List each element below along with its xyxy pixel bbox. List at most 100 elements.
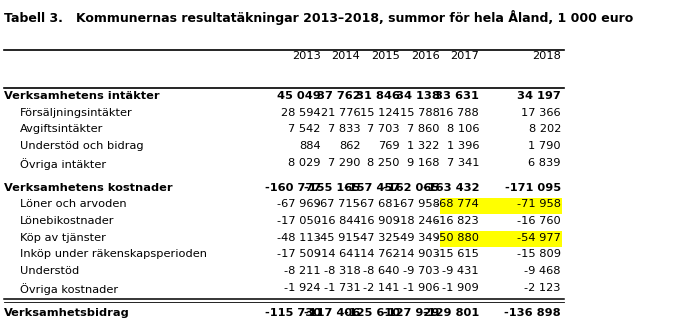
Text: -127 929: -127 929 bbox=[383, 308, 439, 318]
Text: 8 106: 8 106 bbox=[447, 124, 479, 134]
Text: -16 823: -16 823 bbox=[435, 216, 479, 226]
Text: -1 906: -1 906 bbox=[403, 283, 439, 293]
Text: 17 366: 17 366 bbox=[521, 108, 561, 118]
Text: 37 762: 37 762 bbox=[316, 91, 360, 101]
Text: 8 250: 8 250 bbox=[367, 158, 400, 168]
Text: -71 958: -71 958 bbox=[517, 199, 561, 209]
Text: 862: 862 bbox=[339, 141, 360, 151]
Text: 6 839: 6 839 bbox=[529, 158, 561, 168]
Text: Köp av tjänster: Köp av tjänster bbox=[20, 233, 106, 243]
Text: -125 610: -125 610 bbox=[344, 308, 400, 318]
Text: -129 801: -129 801 bbox=[422, 308, 479, 318]
Text: -54 977: -54 977 bbox=[517, 233, 561, 243]
Text: 769: 769 bbox=[379, 141, 400, 151]
Text: -157 457: -157 457 bbox=[344, 183, 400, 193]
Text: Verksamhetens kostnader: Verksamhetens kostnader bbox=[4, 183, 173, 193]
Text: -48 113: -48 113 bbox=[277, 233, 320, 243]
Text: -50 880: -50 880 bbox=[435, 233, 479, 243]
Text: 7 290: 7 290 bbox=[328, 158, 360, 168]
Text: Inköp under räkenskapsperioden: Inköp under räkenskapsperioden bbox=[20, 249, 207, 259]
Text: 33 631: 33 631 bbox=[435, 91, 479, 101]
Text: 7 542: 7 542 bbox=[289, 124, 320, 134]
Bar bbox=[440, 231, 479, 247]
Text: -171 095: -171 095 bbox=[505, 183, 561, 193]
Text: -14 762: -14 762 bbox=[356, 249, 400, 259]
Text: -155 165: -155 165 bbox=[304, 183, 360, 193]
Text: -163 432: -163 432 bbox=[422, 183, 479, 193]
Text: -8 211: -8 211 bbox=[284, 266, 320, 276]
Text: 2018: 2018 bbox=[532, 51, 561, 61]
Text: -14 641: -14 641 bbox=[316, 249, 360, 259]
Text: Verksamhetsbidrag: Verksamhetsbidrag bbox=[4, 308, 130, 318]
Text: 31 846: 31 846 bbox=[356, 91, 400, 101]
Text: -136 898: -136 898 bbox=[504, 308, 561, 318]
Text: -68 774: -68 774 bbox=[435, 199, 479, 209]
Text: -1 924: -1 924 bbox=[284, 283, 320, 293]
Text: -115 730: -115 730 bbox=[264, 308, 320, 318]
Text: 8 029: 8 029 bbox=[288, 158, 320, 168]
Text: -47 325: -47 325 bbox=[356, 233, 400, 243]
Text: 7 833: 7 833 bbox=[328, 124, 360, 134]
Text: -14 903: -14 903 bbox=[395, 249, 439, 259]
Text: Övriga intäkter: Övriga intäkter bbox=[20, 158, 106, 170]
Bar bbox=[440, 198, 479, 214]
Text: 34 197: 34 197 bbox=[517, 91, 561, 101]
Text: -15 809: -15 809 bbox=[517, 249, 561, 259]
Text: 15 124: 15 124 bbox=[360, 108, 400, 118]
Text: 884: 884 bbox=[299, 141, 320, 151]
Text: 7 341: 7 341 bbox=[447, 158, 479, 168]
Text: 1 322: 1 322 bbox=[407, 141, 439, 151]
Text: Löner och arvoden: Löner och arvoden bbox=[20, 199, 126, 209]
Text: -117 406: -117 406 bbox=[304, 308, 360, 318]
Text: Försäljningsintäkter: Försäljningsintäkter bbox=[20, 108, 132, 118]
Text: -45 915: -45 915 bbox=[316, 233, 360, 243]
Text: Tabell 3.   Kommunernas resultatäkningar 2013–2018, summor för hela Åland, 1 000: Tabell 3. Kommunernas resultatäkningar 2… bbox=[4, 10, 633, 25]
Text: 2015: 2015 bbox=[371, 51, 400, 61]
Text: -16 844: -16 844 bbox=[316, 216, 360, 226]
Text: -17 509: -17 509 bbox=[276, 249, 320, 259]
Text: 15 788: 15 788 bbox=[400, 108, 439, 118]
Text: -16 909: -16 909 bbox=[356, 216, 400, 226]
Text: -67 958: -67 958 bbox=[395, 199, 439, 209]
Text: -160 777: -160 777 bbox=[264, 183, 320, 193]
Text: 28 594: 28 594 bbox=[281, 108, 320, 118]
Bar bbox=[479, 231, 562, 247]
Text: 9 168: 9 168 bbox=[407, 158, 439, 168]
Text: -1 909: -1 909 bbox=[442, 283, 479, 293]
Text: Övriga kostnader: Övriga kostnader bbox=[20, 283, 118, 295]
Text: -67 681: -67 681 bbox=[356, 199, 400, 209]
Bar bbox=[479, 198, 562, 214]
Text: -162 065: -162 065 bbox=[383, 183, 439, 193]
Text: Lönebikostnader: Lönebikostnader bbox=[20, 216, 114, 226]
Text: -49 349: -49 349 bbox=[395, 233, 439, 243]
Text: -67 715: -67 715 bbox=[316, 199, 360, 209]
Text: 1 790: 1 790 bbox=[529, 141, 561, 151]
Text: -9 431: -9 431 bbox=[442, 266, 479, 276]
Text: 7 703: 7 703 bbox=[367, 124, 400, 134]
Text: Verksamhetens intäkter: Verksamhetens intäkter bbox=[4, 91, 160, 101]
Text: Understöd: Understöd bbox=[20, 266, 79, 276]
Text: -8 318: -8 318 bbox=[324, 266, 360, 276]
Text: -16 760: -16 760 bbox=[517, 216, 561, 226]
Text: 7 860: 7 860 bbox=[407, 124, 439, 134]
Text: 34 138: 34 138 bbox=[395, 91, 439, 101]
Text: 21 776: 21 776 bbox=[320, 108, 360, 118]
Text: -17 050: -17 050 bbox=[276, 216, 320, 226]
Text: -8 640: -8 640 bbox=[364, 266, 400, 276]
Text: -9 468: -9 468 bbox=[525, 266, 561, 276]
Text: -9 703: -9 703 bbox=[403, 266, 439, 276]
Text: Understöd och bidrag: Understöd och bidrag bbox=[20, 141, 144, 151]
Text: 2013: 2013 bbox=[292, 51, 320, 61]
Text: 2016: 2016 bbox=[411, 51, 439, 61]
Text: -2 141: -2 141 bbox=[364, 283, 400, 293]
Text: 16 788: 16 788 bbox=[439, 108, 479, 118]
Text: -2 123: -2 123 bbox=[525, 283, 561, 293]
Text: 2014: 2014 bbox=[331, 51, 360, 61]
Text: 1 396: 1 396 bbox=[447, 141, 479, 151]
Text: -15 615: -15 615 bbox=[435, 249, 479, 259]
Text: 2017: 2017 bbox=[450, 51, 479, 61]
Text: 8 202: 8 202 bbox=[529, 124, 561, 134]
Text: -18 246: -18 246 bbox=[396, 216, 439, 226]
Text: 45 049: 45 049 bbox=[277, 91, 320, 101]
Text: -1 731: -1 731 bbox=[324, 283, 360, 293]
